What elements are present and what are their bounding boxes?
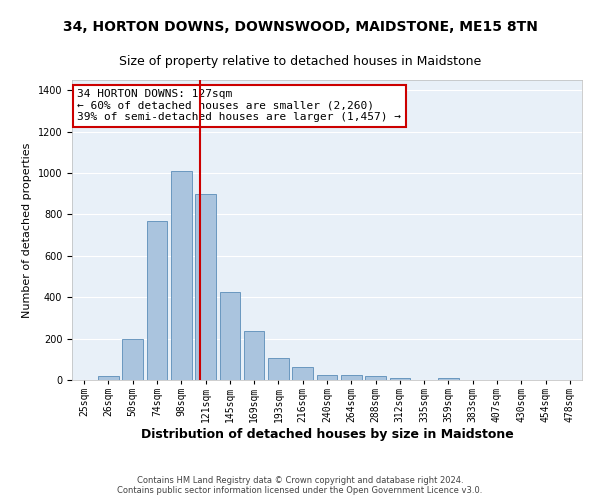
Bar [389,378,410,380]
Text: 34 HORTON DOWNS: 127sqm
← 60% of detached houses are smaller (2,260)
39% of semi: 34 HORTON DOWNS: 127sqm ← 60% of detache… [77,89,401,122]
Bar [268,358,289,380]
Bar [365,376,386,380]
Bar [146,220,167,380]
Bar [122,338,143,380]
Bar [195,194,216,380]
Bar [171,171,191,380]
Bar [98,376,119,380]
Y-axis label: Number of detached properties: Number of detached properties [22,142,32,318]
Bar [244,332,265,380]
Bar [292,366,313,380]
Bar [341,375,362,380]
Bar [317,375,337,380]
Text: Contains HM Land Registry data © Crown copyright and database right 2024.
Contai: Contains HM Land Registry data © Crown c… [118,476,482,495]
Bar [438,378,459,380]
Text: Size of property relative to detached houses in Maidstone: Size of property relative to detached ho… [119,55,481,68]
Bar [220,292,240,380]
Text: 34, HORTON DOWNS, DOWNSWOOD, MAIDSTONE, ME15 8TN: 34, HORTON DOWNS, DOWNSWOOD, MAIDSTONE, … [62,20,538,34]
X-axis label: Distribution of detached houses by size in Maidstone: Distribution of detached houses by size … [140,428,514,441]
